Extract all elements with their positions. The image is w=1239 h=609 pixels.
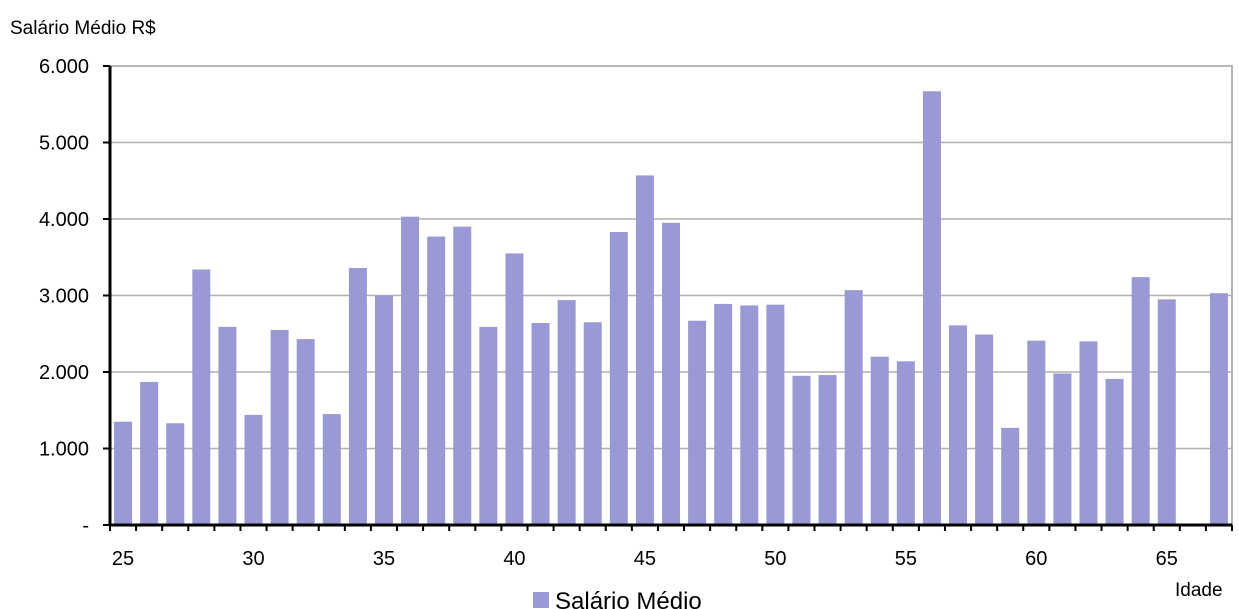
x-tick-label: 25	[112, 548, 134, 570]
bar	[1105, 378, 1124, 525]
bar	[975, 334, 994, 525]
x-tick-label: 45	[634, 548, 656, 570]
bar	[114, 421, 133, 525]
bar	[218, 326, 237, 525]
bar	[479, 326, 498, 525]
bar	[766, 304, 785, 525]
bar	[896, 361, 915, 525]
bar	[949, 325, 968, 525]
bar	[688, 320, 707, 525]
bar	[844, 290, 863, 525]
bar	[244, 414, 263, 525]
bar	[1079, 341, 1098, 525]
bar	[635, 175, 654, 525]
bar	[792, 375, 811, 525]
x-tick-label: 30	[242, 548, 264, 570]
legend-label: Salário Médio	[555, 588, 702, 609]
y-axis-title: Salário Médio R$	[10, 18, 156, 39]
bar	[662, 222, 680, 525]
bar	[1209, 293, 1228, 525]
bar	[1001, 427, 1020, 525]
bar	[427, 236, 446, 525]
x-tick-label: 50	[764, 548, 786, 570]
x-tick-label: 65	[1156, 548, 1178, 570]
bar	[609, 232, 628, 525]
y-tick-label: 4.000	[39, 209, 89, 231]
bar	[740, 305, 759, 525]
bar	[1053, 373, 1072, 525]
bar	[557, 300, 576, 525]
bar	[714, 303, 733, 525]
bar	[401, 216, 420, 525]
y-tick-label: 6.000	[39, 56, 89, 78]
y-tick-label: -	[82, 515, 89, 537]
x-tick-label: 40	[503, 548, 525, 570]
bar	[531, 323, 550, 525]
bar	[870, 356, 889, 525]
x-axis-title: Idade	[1175, 580, 1223, 601]
bar	[1157, 299, 1176, 525]
bar	[1027, 340, 1046, 525]
bar	[140, 381, 159, 525]
bar	[348, 267, 367, 525]
bar	[374, 295, 393, 525]
bar	[818, 375, 837, 525]
bar	[322, 414, 341, 525]
x-tick-label: 35	[373, 548, 395, 570]
y-tick-label: 2.000	[39, 362, 89, 384]
bar	[166, 423, 185, 525]
bar	[270, 329, 289, 525]
y-tick-label: 1.000	[39, 439, 89, 461]
x-tick-label: 55	[895, 548, 917, 570]
bar	[505, 253, 524, 526]
bar	[922, 91, 941, 526]
bar	[453, 226, 472, 525]
bar	[192, 269, 211, 525]
y-tick-label: 5.000	[39, 133, 89, 155]
bar	[296, 339, 315, 525]
bar	[583, 322, 602, 525]
x-tick-label: 60	[1025, 548, 1047, 570]
legend-swatch	[533, 592, 549, 608]
bar	[1131, 277, 1150, 525]
y-tick-label: 3.000	[39, 286, 89, 308]
